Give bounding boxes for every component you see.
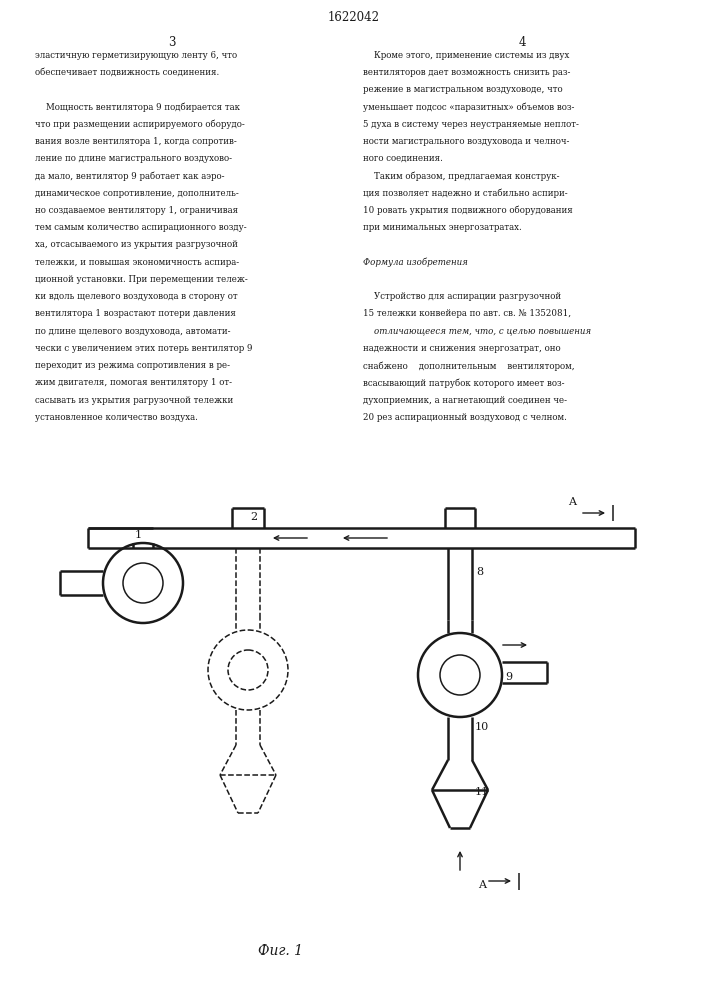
Text: Кроме этого, применение системы из двух: Кроме этого, применение системы из двух — [363, 51, 570, 60]
Text: уменьшает подсос «паразитных» объемов воз-: уменьшает подсос «паразитных» объемов во… — [363, 102, 575, 112]
Text: Устройство для аспирации разгрузочной: Устройство для аспирации разгрузочной — [363, 292, 561, 301]
Text: вания возле вентилятора 1, когда сопротив-: вания возле вентилятора 1, когда сопроти… — [35, 137, 237, 146]
Text: режение в магистральном воздуховоде, что: режение в магистральном воздуховоде, что — [363, 85, 563, 94]
Text: ха, отсасываемого из укрытия разгрузочной: ха, отсасываемого из укрытия разгрузочно… — [35, 240, 238, 249]
Text: 4: 4 — [519, 36, 527, 49]
Text: ности магистрального воздуховода и челноч-: ности магистрального воздуховода и челно… — [363, 137, 570, 146]
Text: 5 духа в систему через неустраняемые неплот-: 5 духа в систему через неустраняемые неп… — [363, 120, 579, 129]
Text: 2: 2 — [250, 512, 257, 522]
Text: что при размещении аспирируемого оборудо-: что при размещении аспирируемого оборудо… — [35, 120, 245, 129]
Text: духоприемник, а нагнетающий соединен че-: духоприемник, а нагнетающий соединен че- — [363, 396, 567, 405]
Text: сасывать из укрытия рагрузочной тележки: сасывать из укрытия рагрузочной тележки — [35, 396, 233, 405]
Text: 3: 3 — [168, 36, 175, 49]
Text: по длине щелевого воздуховода, автомати-: по длине щелевого воздуховода, автомати- — [35, 327, 230, 336]
Text: динамическое сопротивление, дополнитель-: динамическое сопротивление, дополнитель- — [35, 189, 238, 198]
Text: вентилятора 1 возрастают потери давления: вентилятора 1 возрастают потери давления — [35, 309, 235, 318]
Text: жим двигателя, помогая вентилятору 1 от-: жим двигателя, помогая вентилятору 1 от- — [35, 378, 232, 387]
Text: надежности и снижения энергозатрат, оно: надежности и снижения энергозатрат, оно — [363, 344, 561, 353]
Text: 1622042: 1622042 — [327, 11, 380, 24]
Text: чески с увеличением этих потерь вентилятор 9: чески с увеличением этих потерь вентилят… — [35, 344, 252, 353]
Text: 11: 11 — [475, 787, 489, 797]
Text: вентиляторов дает возможность снизить раз-: вентиляторов дает возможность снизить ра… — [363, 68, 571, 77]
Text: снабжено    дополнительным    вентилятором,: снабжено дополнительным вентилятором, — [363, 361, 575, 371]
Text: 20 рез аспирационный воздуховод с челном.: 20 рез аспирационный воздуховод с челном… — [363, 413, 567, 422]
Text: A: A — [568, 497, 576, 507]
Text: Фиг. 1: Фиг. 1 — [257, 944, 303, 958]
Text: 9: 9 — [505, 672, 512, 682]
Text: но создаваемое вентилятору 1, ограничивая: но создаваемое вентилятору 1, ограничива… — [35, 206, 238, 215]
Text: переходит из режима сопротивления в ре-: переходит из режима сопротивления в ре- — [35, 361, 230, 370]
Text: 1: 1 — [135, 530, 142, 540]
Text: 15 тележки конвейера по авт. св. № 1352081,: 15 тележки конвейера по авт. св. № 13520… — [363, 309, 571, 318]
Text: 8: 8 — [476, 567, 483, 577]
Text: Мощность вентилятора 9 подбирается так: Мощность вентилятора 9 подбирается так — [35, 102, 240, 112]
Text: всасывающий патрубок которого имеет воз-: всасывающий патрубок которого имеет воз- — [363, 378, 565, 388]
Text: ционной установки. При перемещении тележ-: ционной установки. При перемещении тележ… — [35, 275, 247, 284]
Text: при минимальных энергозатратах.: при минимальных энергозатратах. — [363, 223, 522, 232]
Text: Формула изобретения: Формула изобретения — [363, 258, 468, 267]
Text: ки вдоль щелевого воздуховода в сторону от: ки вдоль щелевого воздуховода в сторону … — [35, 292, 238, 301]
Text: 10: 10 — [475, 722, 489, 732]
Text: отличающееся тем, что, с целью повышения: отличающееся тем, что, с целью повышения — [363, 327, 591, 336]
Text: обеспечивает подвижность соединения.: обеспечивает подвижность соединения. — [35, 68, 219, 77]
Text: тем самым количество аспирационного возду-: тем самым количество аспирационного возд… — [35, 223, 247, 232]
Text: ция позволяет надежно и стабильно аспири-: ция позволяет надежно и стабильно аспири… — [363, 189, 568, 198]
Text: A: A — [478, 880, 486, 890]
Text: ление по длине магистрального воздухово-: ление по длине магистрального воздухово- — [35, 154, 232, 163]
Text: тележки, и повышая экономичность аспира-: тележки, и повышая экономичность аспира- — [35, 258, 239, 267]
Text: установленное количество воздуха.: установленное количество воздуха. — [35, 413, 198, 422]
Text: да мало, вентилятор 9 работает как аэро-: да мало, вентилятор 9 работает как аэро- — [35, 171, 224, 181]
Text: Таким образом, предлагаемая конструк-: Таким образом, предлагаемая конструк- — [363, 171, 560, 181]
Text: 10 ровать укрытия подвижного оборудования: 10 ровать укрытия подвижного оборудовани… — [363, 206, 573, 215]
Text: эластичную герметизирующую ленту 6, что: эластичную герметизирующую ленту 6, что — [35, 51, 237, 60]
Text: ного соединения.: ного соединения. — [363, 154, 443, 163]
